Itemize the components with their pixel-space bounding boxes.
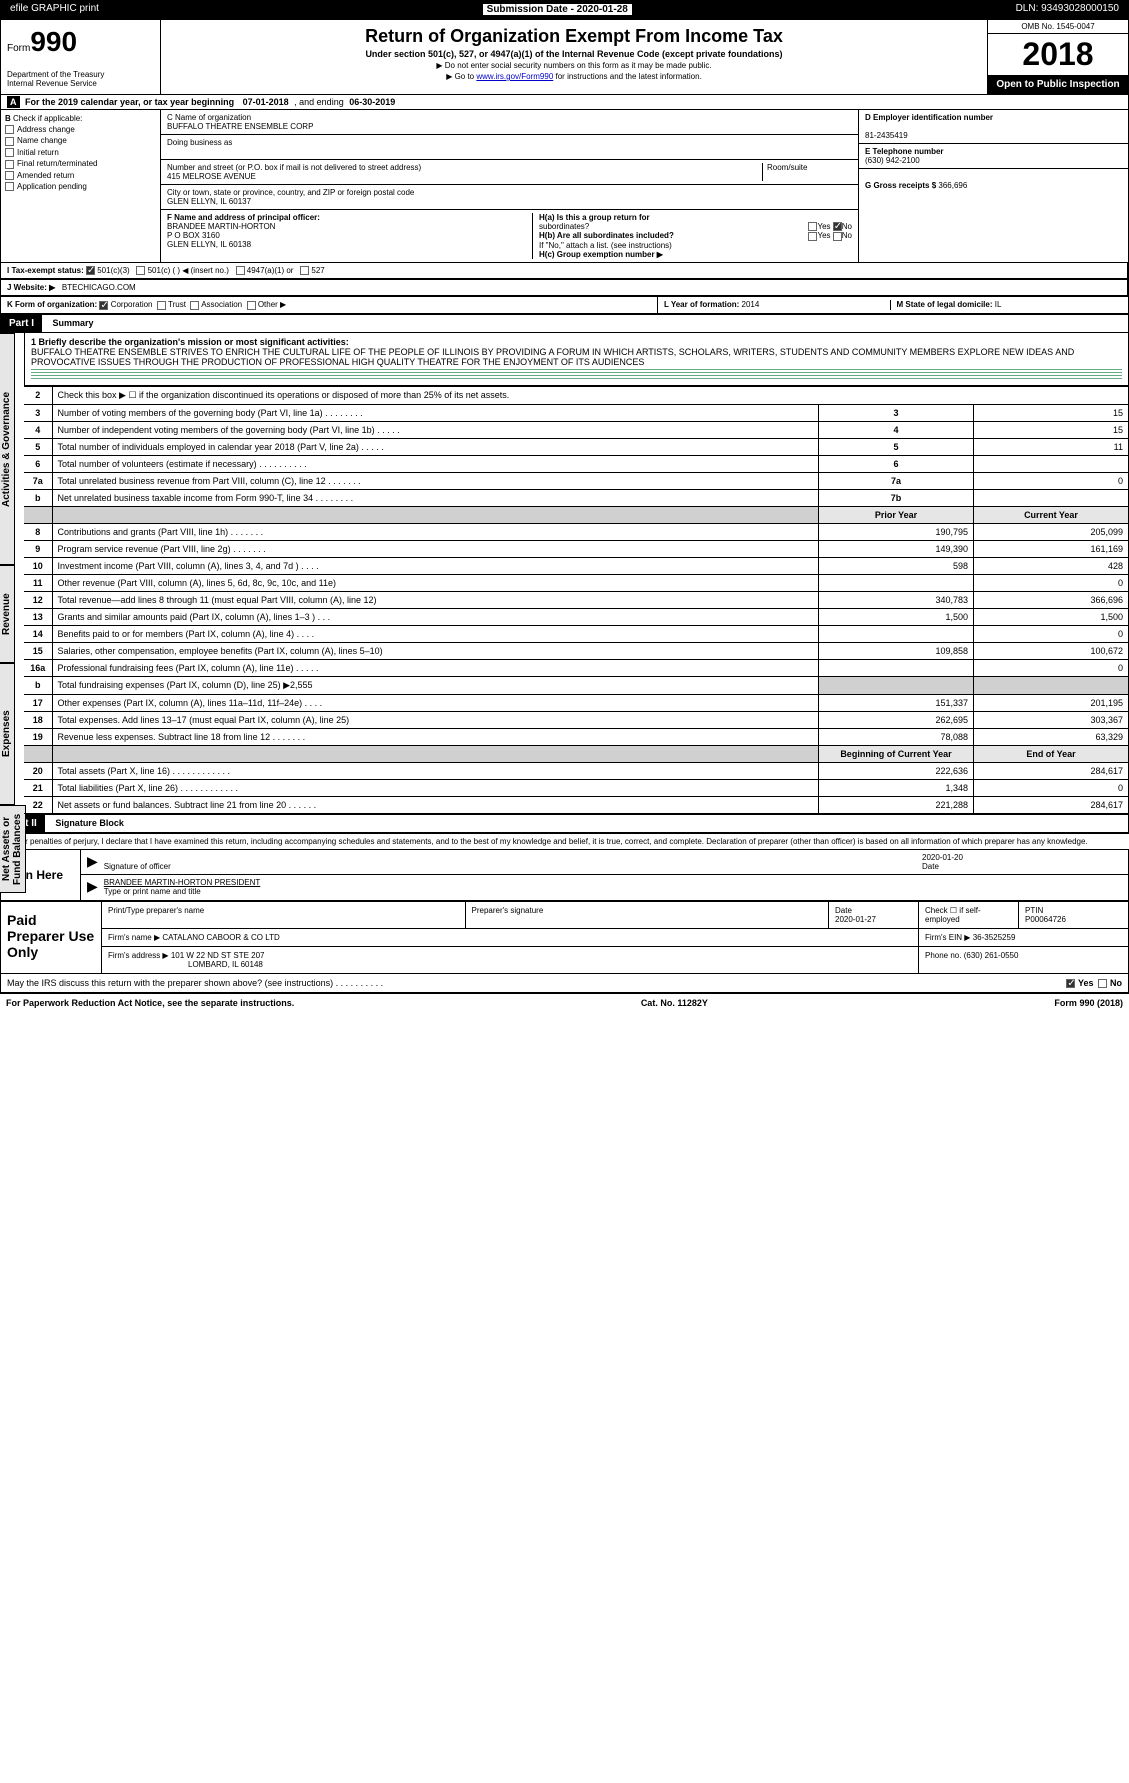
cb-amended[interactable] xyxy=(5,171,14,180)
summary-table: 2Check this box ▶ ☐ if the organization … xyxy=(24,386,1129,814)
part-2-header: Part II Signature Block xyxy=(0,814,1129,833)
cb-other[interactable] xyxy=(247,301,256,310)
dept-treasury: Department of the Treasury Internal Reve… xyxy=(7,70,154,88)
side-expenses: Expenses xyxy=(0,663,15,805)
row-klm: K Form of organization: Corporation Trus… xyxy=(0,296,1129,313)
cb-address-change[interactable] xyxy=(5,125,14,134)
street: 415 MELROSE AVENUE xyxy=(167,172,256,181)
telephone: (630) 942-2100 xyxy=(865,156,920,165)
col-c: C Name of organizationBUFFALO THEATRE EN… xyxy=(161,110,858,262)
arrow-icon: ▶ xyxy=(87,853,98,871)
cb-ha-no[interactable] xyxy=(833,222,842,231)
row-j: J Website: ▶ BTECHICAGO.COM xyxy=(0,279,1129,296)
cb-discuss-yes[interactable] xyxy=(1066,979,1075,988)
mission-block: 1 Briefly describe the organization's mi… xyxy=(24,333,1129,386)
paid-preparer-block: Paid Preparer Use Only Print/Type prepar… xyxy=(0,901,1129,974)
bcd-grid: B Check if applicable: Address change Na… xyxy=(0,110,1129,262)
cb-501c3[interactable] xyxy=(86,266,95,275)
title-block: Return of Organization Exempt From Incom… xyxy=(161,20,988,94)
website: BTECHICAGO.COM xyxy=(62,283,136,292)
cb-assoc[interactable] xyxy=(190,301,199,310)
cb-final-return[interactable] xyxy=(5,160,14,169)
cb-name-change[interactable] xyxy=(5,137,14,146)
summary-wrap: Activities & Governance Revenue Expenses… xyxy=(0,333,1129,814)
cb-initial-return[interactable] xyxy=(5,148,14,157)
col-d: D Employer identification number81-24354… xyxy=(858,110,1128,262)
dln: DLN: 93493028000150 xyxy=(1012,3,1123,16)
penalties-text: Under penalties of perjury, I declare th… xyxy=(0,833,1129,849)
efile-label: efile GRAPHIC print xyxy=(6,3,103,16)
row-a: A For the 2019 calendar year, or tax yea… xyxy=(0,95,1129,110)
sign-here-block: Sign Here ▶ Signature of officer 2020-01… xyxy=(0,849,1129,901)
discuss-row: May the IRS discuss this return with the… xyxy=(0,974,1129,993)
cb-hb-no[interactable] xyxy=(833,232,842,241)
ein: 81-2435419 xyxy=(865,131,908,140)
cb-corp[interactable] xyxy=(99,301,108,310)
form-number-block: Form990 Department of the Treasury Inter… xyxy=(1,20,161,94)
form-subtitle: Under section 501(c), 527, or 4947(a)(1)… xyxy=(167,49,981,59)
open-public: Open to Public Inspection xyxy=(988,75,1128,94)
omb-no: OMB No. 1545-0047 xyxy=(988,20,1128,34)
h-block: H(a) Is this a group return for subordin… xyxy=(532,213,852,259)
form-title: Return of Organization Exempt From Incom… xyxy=(167,26,981,47)
footer: For Paperwork Reduction Act Notice, see … xyxy=(0,993,1129,1012)
city: GLEN ELLYN, IL 60137 xyxy=(167,197,251,206)
org-name: BUFFALO THEATRE ENSEMBLE CORP xyxy=(167,122,313,131)
note-link: ▶ Go to www.irs.gov/Form990 for instruct… xyxy=(167,72,981,81)
tax-year: 2018 xyxy=(988,34,1128,75)
side-activities: Activities & Governance xyxy=(0,333,15,565)
mission-text: BUFFALO THEATRE ENSEMBLE STRIVES TO ENRI… xyxy=(31,347,1074,367)
cb-trust[interactable] xyxy=(157,301,166,310)
part-1-header: Part I Summary xyxy=(0,314,1129,333)
cb-discuss-no[interactable] xyxy=(1098,979,1107,988)
cb-4947[interactable] xyxy=(236,266,245,275)
form-word: Form xyxy=(7,43,30,54)
arrow-icon: ▶ xyxy=(87,878,98,896)
col-b: B Check if applicable: Address change Na… xyxy=(1,110,161,262)
row-i: I Tax-exempt status: 501(c)(3) 501(c) ( … xyxy=(0,262,1129,279)
side-revenue: Revenue xyxy=(0,565,15,663)
side-net-assets: Net Assets or Fund Balances xyxy=(0,805,26,893)
submission-date: Submission Date - 2020-01-28 xyxy=(482,3,633,16)
note-ssn: ▶ Do not enter social security numbers o… xyxy=(167,61,981,70)
form-header: Form990 Department of the Treasury Inter… xyxy=(0,19,1129,95)
gross-receipts: 366,696 xyxy=(938,181,967,190)
year-block: OMB No. 1545-0047 2018 Open to Public In… xyxy=(988,20,1128,94)
paid-preparer-label: Paid Preparer Use Only xyxy=(1,902,101,973)
cb-app-pending[interactable] xyxy=(5,182,14,191)
irs-link[interactable]: www.irs.gov/Form990 xyxy=(476,72,553,81)
top-bar: efile GRAPHIC print Submission Date - 20… xyxy=(0,0,1129,19)
cb-501c[interactable] xyxy=(136,266,145,275)
cb-527[interactable] xyxy=(300,266,309,275)
form-990: 990 xyxy=(30,26,77,57)
